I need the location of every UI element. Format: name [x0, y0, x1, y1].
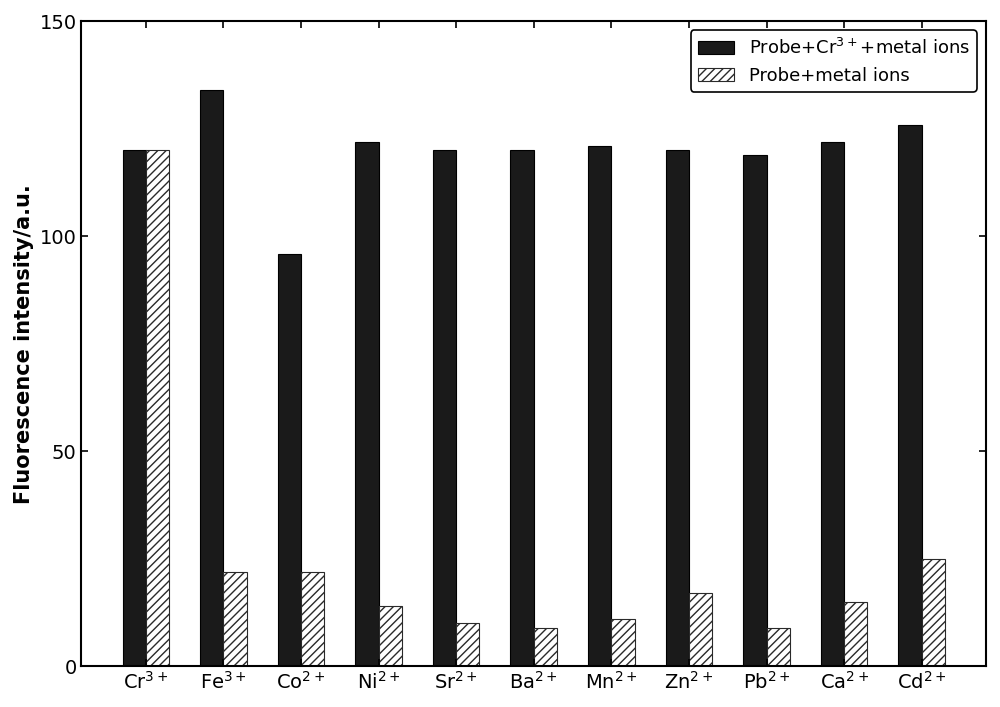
Bar — [689, 593, 712, 667]
Bar — [379, 606, 402, 667]
Bar — [456, 624, 479, 667]
Y-axis label: Fluorescence intensity/a.u.: Fluorescence intensity/a.u. — [14, 184, 34, 504]
Bar — [534, 628, 557, 667]
Bar — [146, 151, 169, 667]
Bar — [355, 142, 379, 667]
Bar — [743, 155, 767, 667]
Bar — [200, 90, 223, 667]
Bar — [278, 254, 301, 667]
Bar — [123, 151, 146, 667]
Bar — [922, 559, 945, 667]
Bar — [666, 151, 689, 667]
Legend: Probe+Cr$^{3+}$+metal ions, Probe+metal ions: Probe+Cr$^{3+}$+metal ions, Probe+metal … — [691, 30, 977, 92]
Bar — [844, 602, 867, 667]
Bar — [223, 572, 247, 667]
Bar — [301, 572, 324, 667]
Bar — [588, 146, 611, 667]
Bar — [898, 124, 922, 667]
Bar — [433, 151, 456, 667]
Bar — [510, 151, 534, 667]
Bar — [611, 619, 635, 667]
Bar — [767, 628, 790, 667]
Bar — [821, 142, 844, 667]
